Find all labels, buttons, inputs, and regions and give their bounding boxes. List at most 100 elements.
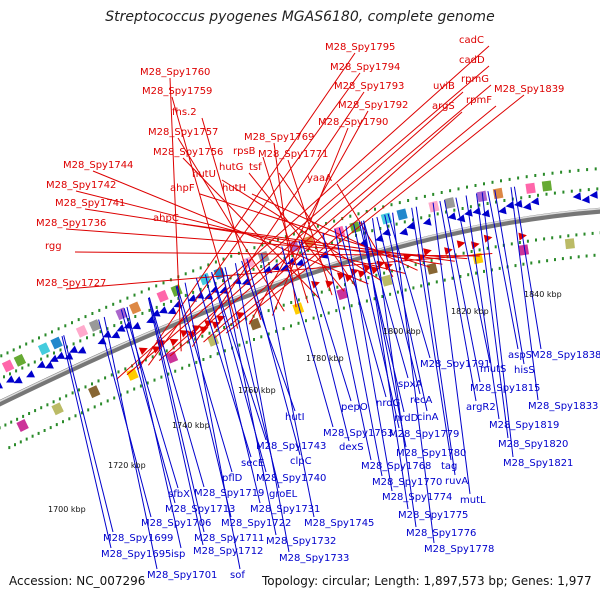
gene-arrow <box>423 248 432 256</box>
feature-block <box>427 263 438 275</box>
gene-label: M28_Spy1771 <box>258 149 328 160</box>
tick-label-1700: 1700 kbp <box>48 505 86 514</box>
guide-dot <box>72 391 74 394</box>
guide-dot <box>7 351 9 354</box>
feature-block <box>157 290 169 303</box>
guide-dot <box>375 274 377 277</box>
guide-dot <box>596 187 598 190</box>
guide-dot <box>290 324 292 327</box>
guide-dot <box>98 379 100 382</box>
feature-block <box>76 325 88 338</box>
gene-label: M28_Spy1792 <box>338 100 408 111</box>
feature-block <box>249 318 261 331</box>
gene-label: M28_Spy1838 <box>531 350 600 361</box>
guide-dot <box>559 235 561 238</box>
guide-dot <box>313 317 315 320</box>
guide-dot <box>562 257 564 260</box>
guide-dot <box>351 304 353 307</box>
guide-dot <box>86 336 88 339</box>
guide-dot <box>276 260 278 263</box>
guide-dot <box>522 263 524 266</box>
guide-dot <box>56 423 58 426</box>
guide-dot <box>463 252 465 255</box>
guide-dot <box>19 346 21 349</box>
guide-dot <box>60 349 62 352</box>
guide-dot <box>420 216 422 219</box>
gene-label: M28_Spy1733 <box>279 553 349 564</box>
guide-dot <box>579 189 581 192</box>
gene-arrow <box>69 346 78 353</box>
gene-arrow <box>471 241 480 249</box>
guide-dot <box>283 304 285 307</box>
guide-dot <box>91 382 93 385</box>
guide-dot <box>343 307 345 310</box>
guide-dot <box>449 189 451 192</box>
gene-arrow <box>457 240 466 248</box>
guide-dot <box>483 182 485 185</box>
guide-dot <box>170 300 172 303</box>
guide-dot <box>94 405 96 408</box>
gene-label: ruvA <box>445 476 468 487</box>
gene-label: M28_Spy1711 <box>194 533 264 544</box>
guide-dot <box>391 203 393 206</box>
guide-dot <box>65 394 67 397</box>
tick-label-1760: 1760 kbp <box>238 386 276 395</box>
guide-dot <box>3 375 5 378</box>
gene-label: M28_Spy1778 <box>424 544 494 555</box>
guide-dot <box>298 298 300 301</box>
guide-dot <box>436 280 438 283</box>
guide-dot <box>412 286 414 289</box>
gene-arrow <box>573 192 581 200</box>
guide-dot <box>407 199 409 202</box>
guide-dot <box>120 321 122 324</box>
gene-label: M28_Spy1763 <box>323 428 393 439</box>
gene-label: mutS <box>480 364 506 375</box>
gene-label: M28_Spy1794 <box>330 62 400 73</box>
guide-dot <box>495 245 497 248</box>
guide-dot <box>134 315 136 318</box>
guide-dot <box>253 268 255 271</box>
genome-map: 1700 kbp 1720 kbp 1740 kbp 1760 kbp 1780… <box>0 0 600 600</box>
guide-dot <box>530 262 532 265</box>
feature-block <box>493 188 504 199</box>
guide-dot <box>503 199 505 202</box>
gene-label: M28_Spy1757 <box>148 127 218 138</box>
gene-label: M28_Spy1770 <box>372 477 442 488</box>
guide-dot <box>149 309 151 312</box>
guide-dot <box>141 312 143 315</box>
guide-dot <box>453 209 455 212</box>
guide-dot <box>51 330 53 333</box>
feature-block <box>50 337 62 350</box>
guide-dot <box>192 269 194 272</box>
guide-dot <box>91 312 93 315</box>
gene-arrow <box>590 191 598 199</box>
leader-line <box>482 192 513 457</box>
guide-dot <box>552 172 554 175</box>
guide-dot <box>134 294 136 297</box>
guide-dot <box>383 272 385 275</box>
guide-dot <box>210 355 212 358</box>
guide-dot <box>253 338 255 341</box>
guide-dot <box>174 370 176 373</box>
guide-dot <box>399 201 401 204</box>
guide-dot <box>16 418 18 421</box>
guide-dot <box>520 196 522 199</box>
gene-label: ahpC <box>153 213 179 224</box>
guide-dot <box>58 327 60 330</box>
guide-dot <box>127 391 129 394</box>
gene-label: cadC <box>459 35 484 46</box>
guide-dot <box>22 415 24 418</box>
guide-dot <box>223 326 225 329</box>
tick-label-1800: 1800 kbp <box>383 327 421 336</box>
guide-dot <box>40 358 42 361</box>
guide-dot <box>201 335 203 338</box>
guide-dot <box>529 195 531 198</box>
guide-dot <box>534 174 536 177</box>
gene-label: M28_Spy1713 <box>165 504 235 515</box>
gene-label: uviB <box>433 81 455 92</box>
accession-label: Accession: NC_007296 <box>9 574 145 588</box>
guide-dot <box>26 438 28 441</box>
guide-dot <box>188 364 190 367</box>
gene-label: rpmG <box>461 74 489 85</box>
guide-dot <box>509 178 511 181</box>
